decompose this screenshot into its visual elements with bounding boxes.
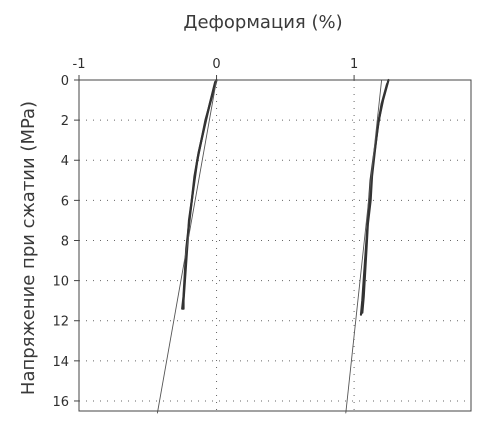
plot-frame [78,79,472,412]
series-group [156,78,390,414]
x-axis-title: Деформация (%) [183,12,342,33]
y-tick-label: 8 [61,234,69,249]
y-tick-label: 6 [61,194,69,209]
grid [78,79,471,411]
reference-line-2 [156,79,217,414]
reference-line-5 [345,79,383,414]
y-axis: 0 2 4 6 8 10 12 14 16 [52,74,79,410]
y-tick-label: 16 [52,395,69,410]
x-tick-label: -1 [73,57,86,72]
x-tick-label: 0 [212,57,220,72]
y-tick-label: 10 [52,275,69,290]
measured-curve-0 [182,78,218,310]
y-axis-title: Напряжение при сжатии (MPa) [18,101,39,395]
y-tick-label: 2 [61,114,69,129]
y-tick-label: 14 [52,355,69,370]
x-tick-label: 1 [350,57,358,72]
y-tick-label: 12 [52,315,69,330]
x-axis: -1 0 1 [73,57,358,80]
y-tick-label: 4 [61,154,69,169]
measured-curve-1 [181,80,217,310]
y-tick-label: 0 [61,74,69,89]
measured-curve-4 [361,82,389,314]
